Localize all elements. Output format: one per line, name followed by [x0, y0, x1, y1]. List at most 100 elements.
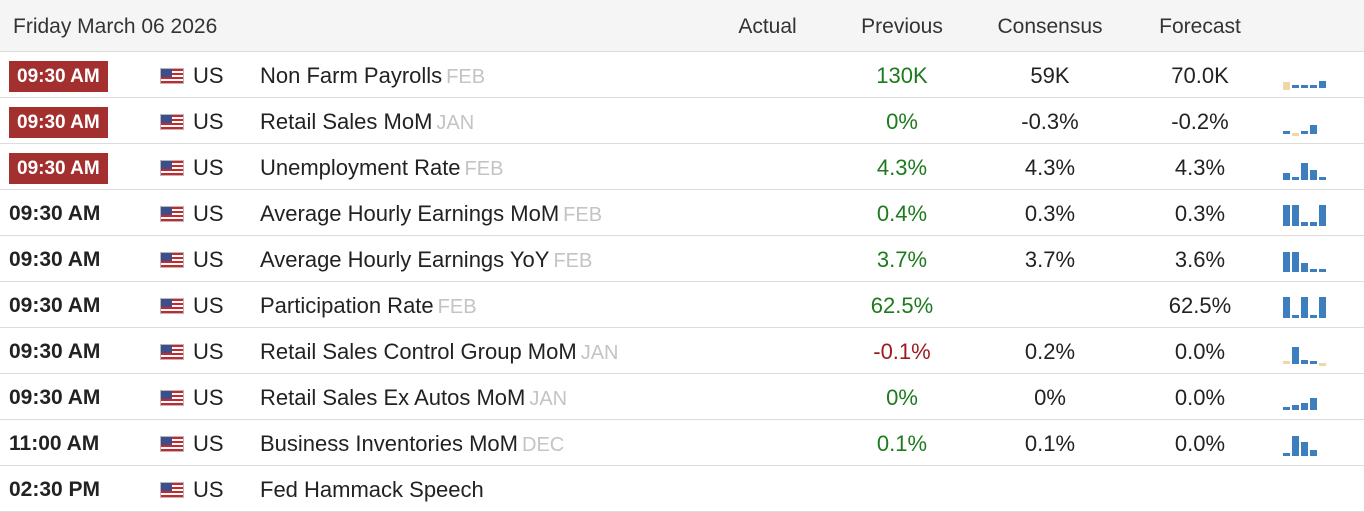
country-code: US	[193, 109, 224, 134]
sparkline-bar	[1283, 361, 1290, 364]
forecast-value: 0.0%	[1174, 339, 1226, 364]
table-row[interactable]: 11:00 AM US Business Inventories MoM DEC 0.1…	[0, 420, 1364, 466]
sparkline-bar	[1301, 163, 1308, 180]
sparkline-bar	[1310, 361, 1317, 364]
consensus-value: 0.3%	[1024, 201, 1076, 226]
consensus-value: 4.3%	[1024, 155, 1076, 180]
us-flag-icon	[160, 68, 184, 84]
event-period: FEB	[553, 250, 593, 272]
event-time: 09:30 AM	[9, 386, 101, 409]
event-title[interactable]: Average Hourly Earnings YoY	[260, 247, 550, 272]
country-code: US	[193, 339, 224, 364]
event-name[interactable]: Retail Sales Ex Autos MoM JAN	[260, 385, 567, 412]
event-time: 09:30 AM	[9, 294, 101, 317]
forecast-value: 4.3%	[1174, 155, 1226, 180]
trend-sparkline[interactable]	[1283, 338, 1331, 366]
trend-sparkline[interactable]	[1283, 384, 1331, 412]
event-title[interactable]: Non Farm Payrolls	[260, 63, 443, 88]
sparkline-bar	[1319, 269, 1326, 272]
table-row[interactable]: 09:30 AM US Unemployment Rate FEB 4.3% 4.3% 4.…	[0, 144, 1364, 190]
sparkline-bar	[1310, 125, 1317, 134]
sparkline-bar	[1292, 205, 1299, 226]
event-name[interactable]: Business Inventories MoM DEC	[260, 431, 564, 458]
event-title[interactable]: Unemployment Rate	[260, 155, 461, 180]
event-name[interactable]: Non Farm Payrolls FEB	[260, 63, 485, 90]
trend-sparkline[interactable]	[1283, 430, 1331, 458]
trend-sparkline[interactable]	[1283, 246, 1331, 274]
table-row[interactable]: 09:30 AM US Retail Sales Ex Autos MoM JAN 0%…	[0, 374, 1364, 420]
column-previous-header[interactable]: Previous	[861, 15, 943, 38]
event-time: 11:00 AM	[9, 432, 100, 455]
event-time: 09:30 AM	[9, 248, 101, 271]
table-row[interactable]: 09:30 AM US Average Hourly Earnings MoM FEB…	[0, 190, 1364, 236]
sparkline-bar	[1292, 133, 1299, 136]
sparkline-bar	[1292, 436, 1299, 456]
table-row[interactable]: 09:30 AM US Retail Sales Control Group MoM…	[0, 328, 1364, 374]
event-period: JAN	[529, 388, 568, 410]
event-name[interactable]: Participation Rate FEB	[260, 293, 477, 320]
country-code: US	[193, 201, 224, 226]
table-row[interactable]: 09:30 AM US Participation Rate FEB 62.5% 62.5…	[0, 282, 1364, 328]
event-name[interactable]: Unemployment Rate FEB	[260, 155, 503, 182]
sparkline-bar	[1301, 297, 1308, 318]
trend-sparkline[interactable]	[1283, 200, 1331, 228]
event-title[interactable]: Retail Sales Ex Autos MoM	[260, 385, 526, 410]
event-rows: 09:30 AM US Non Farm Payrolls FEB 130K 59K 70.…	[0, 52, 1364, 512]
event-name[interactable]: Retail Sales MoM JAN	[260, 109, 474, 136]
trend-sparkline[interactable]	[1283, 292, 1331, 320]
event-title[interactable]: Average Hourly Earnings MoM	[260, 201, 560, 226]
sparkline-bar	[1292, 347, 1299, 364]
sparkline-bar	[1292, 177, 1299, 180]
sparkline-bar	[1283, 453, 1290, 456]
country-code: US	[193, 431, 224, 456]
sparkline-bar	[1319, 177, 1326, 180]
event-title[interactable]: Participation Rate	[260, 293, 434, 318]
previous-value: 3.7%	[876, 247, 928, 272]
us-flag-icon	[160, 298, 184, 314]
table-row[interactable]: 09:30 AM US Non Farm Payrolls FEB 130K 59K 70.…	[0, 52, 1364, 98]
forecast-value: 0.0%	[1174, 431, 1226, 456]
event-time: 09:30 AM	[9, 61, 108, 92]
previous-value: -0.1%	[873, 339, 931, 364]
sparkline-bar	[1283, 252, 1290, 272]
event-name[interactable]: Average Hourly Earnings YoY FEB	[260, 247, 592, 274]
event-name[interactable]: Fed Hammack Speech	[260, 477, 484, 503]
sparkline-bar	[1301, 403, 1308, 410]
table-row[interactable]: 09:30 AM US Retail Sales MoM JAN 0% -0.3% -0.2…	[0, 98, 1364, 144]
table-row[interactable]: 09:30 AM US Average Hourly Earnings YoY FEB…	[0, 236, 1364, 282]
sparkline-bar	[1319, 81, 1326, 88]
sparkline-bar	[1310, 85, 1317, 88]
event-period: FEB	[464, 158, 504, 180]
event-period: DEC	[522, 434, 565, 456]
column-consensus-header[interactable]: Consensus	[997, 15, 1103, 38]
event-title[interactable]: Retail Sales MoM	[260, 109, 433, 134]
consensus-value: 0.2%	[1024, 339, 1076, 364]
event-title[interactable]: Business Inventories MoM	[260, 431, 518, 456]
event-period: FEB	[437, 296, 477, 318]
us-flag-icon	[160, 390, 184, 406]
trend-sparkline[interactable]	[1283, 154, 1331, 182]
sparkline-bar	[1310, 222, 1317, 226]
trend-sparkline[interactable]	[1283, 108, 1331, 136]
sparkline-bar	[1283, 82, 1290, 90]
forecast-value: -0.2%	[1171, 109, 1229, 134]
us-flag-icon	[160, 482, 184, 498]
table-row[interactable]: 02:30 PM US Fed Hammack Speech	[0, 466, 1364, 512]
column-forecast-header[interactable]: Forecast	[1159, 15, 1241, 38]
event-title[interactable]: Fed Hammack Speech	[260, 477, 484, 502]
previous-value: 0%	[886, 109, 918, 134]
event-name[interactable]: Average Hourly Earnings MoM FEB	[260, 201, 602, 228]
event-period: FEB	[446, 66, 486, 88]
event-name[interactable]: Retail Sales Control Group MoM JAN	[260, 339, 618, 366]
trend-sparkline[interactable]	[1283, 62, 1331, 90]
previous-value: 130K	[876, 63, 928, 88]
us-flag-icon	[160, 160, 184, 176]
sparkline-bar	[1310, 450, 1317, 456]
sparkline-bar	[1283, 173, 1290, 180]
sparkline-bar	[1310, 170, 1317, 180]
sparkline-bar	[1319, 205, 1326, 226]
event-time: 09:30 AM	[9, 202, 101, 225]
event-title[interactable]: Retail Sales Control Group MoM	[260, 339, 577, 364]
column-actual-header[interactable]: Actual	[738, 15, 797, 38]
